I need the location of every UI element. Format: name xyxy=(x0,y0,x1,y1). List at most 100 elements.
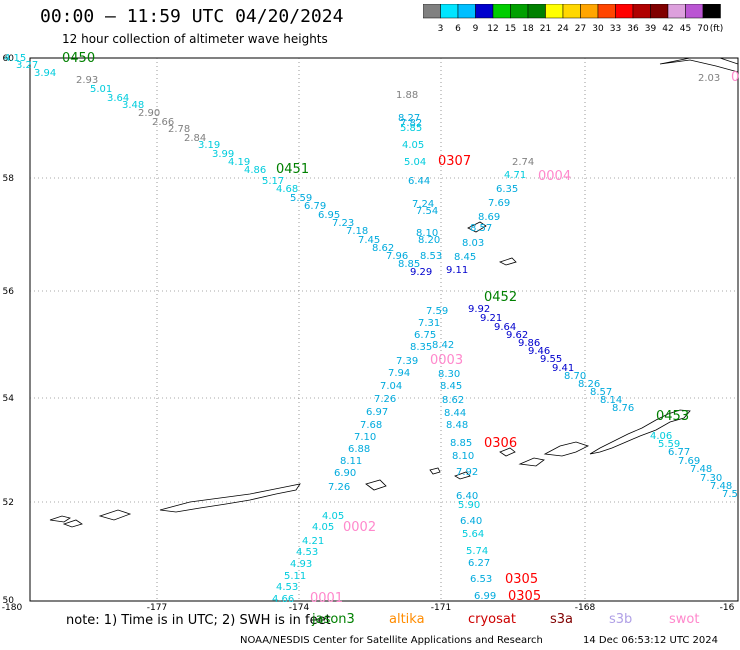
swh-value: 3.27 xyxy=(16,60,38,71)
legend-tick-label: 15 xyxy=(505,24,516,34)
swh-value: 8.85 xyxy=(450,438,472,449)
swh-value: 8.53 xyxy=(420,251,442,262)
mission-s3a: s3a xyxy=(550,612,574,627)
lat-tick-label: 60 xyxy=(3,54,15,64)
swh-value: 2.66 xyxy=(152,117,174,128)
legend-tick-label: 18 xyxy=(522,24,534,34)
swh-value: 7.59 xyxy=(426,306,448,317)
page-subtitle: 12 hour collection of altimeter wave hei… xyxy=(62,32,328,46)
coastline-alaska-peninsula xyxy=(589,409,691,455)
swh-value: 9.46 xyxy=(528,346,550,357)
swh-value: 7.48 xyxy=(710,481,732,492)
lon-tick-label: -171 xyxy=(431,603,451,612)
lat-tick-label: 52 xyxy=(3,498,14,508)
legend-tick-label: 21 xyxy=(540,24,551,34)
swh-value: 7.69 xyxy=(678,456,700,467)
swh-value: 9.92 xyxy=(468,304,490,315)
swh-value: 8.57 xyxy=(590,387,612,398)
coastline-rat-near xyxy=(49,509,132,528)
swh-value: 4.05 xyxy=(402,140,424,151)
swh-value: 6.97 xyxy=(366,407,388,418)
swh-value: 9.11 xyxy=(446,265,468,276)
track-id-label: 0003 xyxy=(430,353,463,368)
swh-value: 5.64 xyxy=(462,529,484,540)
swh-value: 8.62 xyxy=(372,243,394,254)
swh-value: 3.48 xyxy=(122,100,144,111)
legend-tick-label: 42 xyxy=(662,24,673,34)
track-id-label: 0453 xyxy=(656,409,689,424)
footer-note: note: 1) Time is in UTC; 2) SWH is in fe… xyxy=(66,613,331,628)
swh-value: 7.18 xyxy=(346,226,368,237)
swh-value: 7.23 xyxy=(332,218,354,229)
track-id-label: 0305 xyxy=(508,589,541,604)
swh-value: 9.64 xyxy=(494,322,516,333)
track-id-label: 0004 xyxy=(538,169,571,184)
swh-value: 9.21 xyxy=(480,313,502,324)
lon-tick-label: -16 xyxy=(720,603,735,612)
legend-tick-label: 36 xyxy=(627,24,639,34)
swh-value: 7.68 xyxy=(360,420,382,431)
swh-value: 2.74 xyxy=(512,157,534,168)
swh-value: 4.15 xyxy=(4,53,26,64)
swh-value: 7.45 xyxy=(358,235,380,246)
swh-value: 8.44 xyxy=(444,408,466,419)
swh-value: 8.62 xyxy=(442,395,464,406)
coastline-nunivak xyxy=(659,57,739,73)
swh-value: 4.71 xyxy=(504,170,526,181)
swh-value: 4.06 xyxy=(650,431,672,442)
swh-value: 2.84 xyxy=(184,133,206,144)
track-id-label: 0305 xyxy=(505,572,538,587)
swh-value: 5.17 xyxy=(262,176,284,187)
swh-value: 6.53 xyxy=(470,574,492,585)
page-title: 00:00 — 11:59 UTC 04/20/2024 xyxy=(40,6,344,27)
track-id-label: 0001 xyxy=(310,591,343,606)
swh-value: 1.88 xyxy=(396,90,418,101)
swh-value: 7.26 xyxy=(328,482,350,493)
legend-tick-label: 70 xyxy=(697,24,709,34)
lat-tick-label: 54 xyxy=(3,394,15,404)
swh-value: 6.75 xyxy=(414,330,436,341)
swh-value: 6.40 xyxy=(460,516,482,527)
coastline-umnak xyxy=(499,447,516,457)
track-id-label: 0451 xyxy=(276,162,309,177)
swh-value: 4.53 xyxy=(276,582,298,593)
legend-swatch xyxy=(702,4,721,19)
footer-timestamp: 14 Dec 06:53:12 UTC 2024 xyxy=(583,635,718,646)
swh-value: 8.26 xyxy=(578,379,600,390)
swh-value: 3.64 xyxy=(107,93,129,104)
swh-value: 6.44 xyxy=(408,176,430,187)
footer-credit: NOAA/NESDIS Center for Satellite Applica… xyxy=(240,635,543,646)
swh-value: 5.59 xyxy=(290,193,312,204)
swh-value: 8.20 xyxy=(418,235,440,246)
lon-tick-label: -177 xyxy=(147,603,167,612)
swh-value: 5.01 xyxy=(90,84,112,95)
legend-tick-label: 30 xyxy=(592,24,604,34)
map-plot: -180 -177 -174 -171 -168 -16 60 58 56 54 52 50 0450… xyxy=(2,51,740,612)
track-labels: 0450 0451 0452 0453 0307 0306 0305 0305 0004 0003… xyxy=(4,51,739,606)
swh-value: 4.86 xyxy=(244,165,266,176)
swh-value: 8.30 xyxy=(438,369,460,380)
swh-value: 7.04 xyxy=(380,381,402,392)
swh-value: 8.11 xyxy=(340,456,362,467)
coastline-islands-mid xyxy=(365,467,471,491)
mission-cryosat: cryosat xyxy=(468,612,516,627)
swh-value: 6.90 xyxy=(334,468,356,479)
swh-value: 8.70 xyxy=(564,371,586,382)
swh-value: 7.54 xyxy=(416,206,438,217)
graticule xyxy=(30,58,738,601)
swh-value: 8.76 xyxy=(612,403,634,414)
axis-labels: -180 -177 -174 -171 -168 -16 60 58 56 54 52 50 xyxy=(2,54,735,612)
swh-value: 7.96 xyxy=(386,251,408,262)
swh-value: 9.41 xyxy=(552,363,574,374)
swh-value: 6.95 xyxy=(318,210,340,221)
legend-unit: (ft) xyxy=(710,24,724,34)
swh-value: 5.90 xyxy=(458,500,480,511)
lon-tick-label: -174 xyxy=(289,603,310,612)
swh-value: 8.42 xyxy=(432,340,454,351)
legend-tick-label: 39 xyxy=(645,24,657,34)
track-id-label: 0450 xyxy=(62,51,95,66)
lon-tick-label: -168 xyxy=(575,603,596,612)
legend-tick-label: 9 xyxy=(473,24,479,34)
coastline-andreanof xyxy=(159,483,301,513)
swh-value: 7.31 xyxy=(418,318,440,329)
